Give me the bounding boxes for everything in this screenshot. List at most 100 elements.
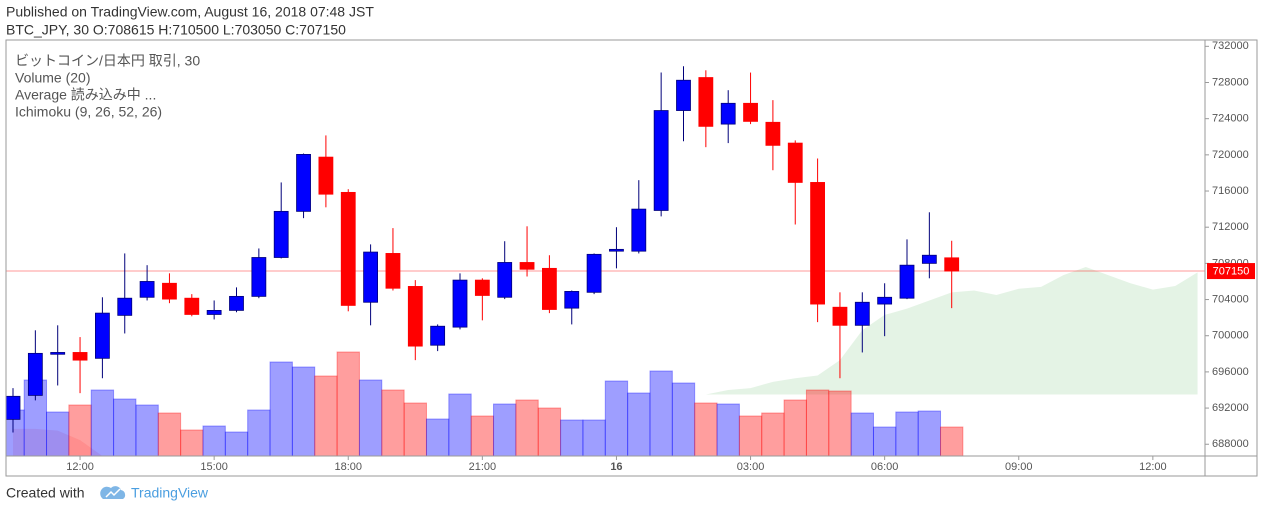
y-tick-label: 688000 xyxy=(1212,438,1249,450)
candle-body xyxy=(609,248,624,252)
legend-entry: Average 読み込み中 ... xyxy=(15,87,156,103)
candle-body xyxy=(273,210,289,258)
volume-bar xyxy=(537,407,562,456)
volume-bar xyxy=(113,398,137,456)
candle-body xyxy=(720,102,736,125)
candle-body xyxy=(586,253,602,293)
volume-bar xyxy=(604,380,629,456)
volume-bar xyxy=(694,402,718,456)
candle-body xyxy=(765,121,781,146)
legend-entry: Ichimoku (9, 26, 52, 26) xyxy=(15,104,162,120)
candle-body xyxy=(497,262,513,298)
candle-body xyxy=(877,296,893,305)
volume-bar xyxy=(336,351,360,456)
candle-body xyxy=(899,264,915,299)
x-tick-label: 18:00 xyxy=(334,461,362,473)
x-tick-label: 09:00 xyxy=(1005,461,1033,473)
volume-bar xyxy=(68,404,92,456)
y-tick-label: 696000 xyxy=(1212,366,1249,378)
volume-bar xyxy=(90,389,115,456)
volume-bar xyxy=(671,382,696,456)
volume-bar xyxy=(872,426,897,456)
volume-bar xyxy=(269,361,293,456)
ichimoku-cloud xyxy=(13,428,103,456)
x-tick-label: 16 xyxy=(610,461,622,473)
volume-bar xyxy=(180,429,204,456)
candle-body xyxy=(944,257,960,272)
candle-body xyxy=(787,142,803,183)
candle-body xyxy=(743,102,758,122)
volume-bar xyxy=(46,411,70,456)
volume-bar xyxy=(470,415,495,456)
candle-body xyxy=(251,257,267,297)
candle-body xyxy=(519,262,535,270)
volume-bar xyxy=(135,404,159,456)
volume-bar xyxy=(202,425,226,456)
volume-bar xyxy=(515,399,539,456)
volume-bar xyxy=(358,379,383,456)
y-tick-label: 724000 xyxy=(1212,113,1249,125)
candle-body xyxy=(27,352,43,396)
candle-body xyxy=(854,301,870,326)
volume-bar xyxy=(582,419,606,456)
last-price-box xyxy=(1207,263,1255,280)
plot-area xyxy=(6,66,1205,456)
volume-bar xyxy=(917,410,942,456)
candle-body xyxy=(184,297,200,315)
volume-bar xyxy=(805,389,830,456)
candle-body xyxy=(296,153,311,212)
volume-bar xyxy=(157,412,182,456)
ichimoku-cloud xyxy=(705,266,1198,395)
candle-body xyxy=(6,395,21,420)
y-tick-label: 692000 xyxy=(1212,402,1249,414)
y-tick-label: 712000 xyxy=(1212,221,1249,233)
y-tick-label: 700000 xyxy=(1212,330,1249,342)
axes: 6880006920006960007000007040007080007120… xyxy=(66,40,1255,473)
volume-bar xyxy=(649,370,673,456)
volume-bar xyxy=(560,419,584,456)
footer-brand[interactable]: TradingView xyxy=(131,485,209,501)
candle-body xyxy=(229,295,244,311)
logo-line xyxy=(105,488,121,498)
candle-body xyxy=(340,191,356,306)
candle-body xyxy=(474,279,490,296)
footer-text: Created with xyxy=(6,485,85,501)
volume-bar xyxy=(895,411,919,456)
candle-body xyxy=(139,281,155,298)
candle-body xyxy=(542,267,557,310)
candle-body xyxy=(318,156,334,195)
chart-subtitle: BTC_JPY, 30 O:708615 H:710500 L:703050 C… xyxy=(6,22,346,38)
y-tick-label: 716000 xyxy=(1212,185,1249,197)
candle-body xyxy=(631,208,647,252)
chart-title: Published on TradingView.com, August 16,… xyxy=(6,4,374,20)
volume-bar xyxy=(828,390,852,456)
candle-body xyxy=(452,279,468,328)
x-tick-label: 15:00 xyxy=(200,461,228,473)
volume-bar xyxy=(738,415,763,456)
y-tick-label: 704000 xyxy=(1212,293,1249,305)
volume-bar xyxy=(314,375,338,456)
candle-body xyxy=(95,312,110,359)
volume-bar xyxy=(448,393,472,456)
candle-body xyxy=(810,182,825,305)
volume-bar xyxy=(761,412,785,456)
candle-body xyxy=(72,352,88,361)
volume-bar xyxy=(291,366,316,456)
y-tick-label: 732000 xyxy=(1212,40,1249,52)
volume-bar xyxy=(627,392,651,456)
candle-body xyxy=(653,110,669,211)
y-tick-label: 720000 xyxy=(1212,149,1249,161)
legend-entry: Volume (20) xyxy=(15,70,90,86)
volume-bar xyxy=(403,402,427,456)
x-tick-label: 03:00 xyxy=(737,461,765,473)
candle-body xyxy=(117,297,133,316)
x-tick-label: 12:00 xyxy=(1139,461,1167,473)
candle-body xyxy=(698,77,714,127)
candle-body xyxy=(162,282,177,300)
x-tick-label: 12:00 xyxy=(66,461,94,473)
candle-body xyxy=(430,325,446,346)
candle-body xyxy=(407,286,423,347)
